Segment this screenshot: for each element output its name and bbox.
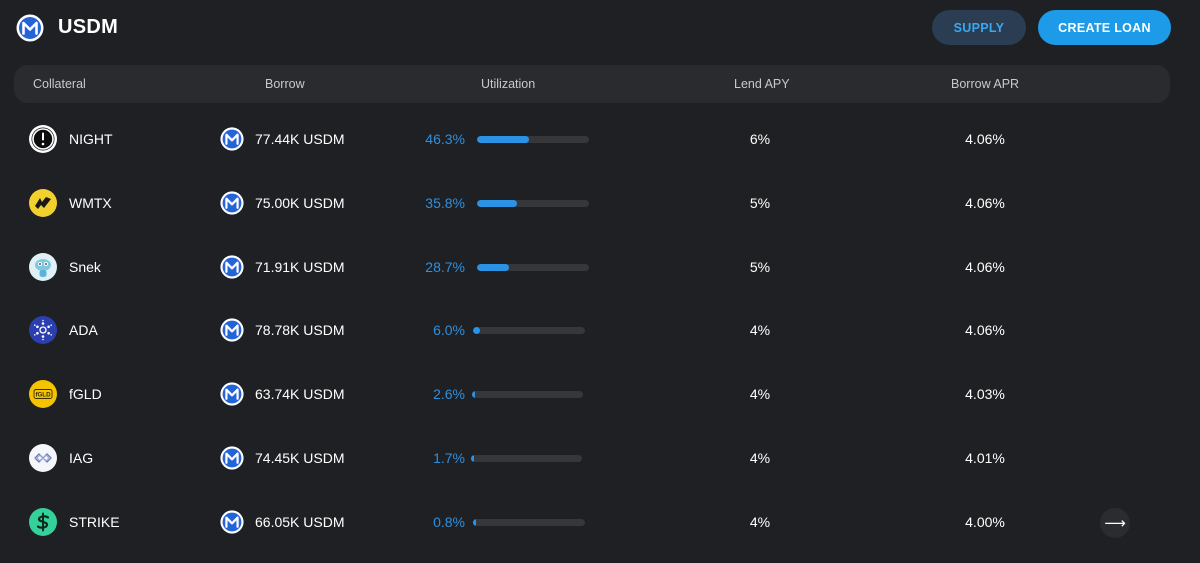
utilization-bar [473,327,585,334]
utilization-bar-fill [473,327,480,334]
utilization-percent: 6.0% [433,322,465,338]
utilization-bar [473,519,585,526]
utilization-percent: 28.7% [425,259,465,275]
table-row[interactable]: STRIKE 66.05K USDM 0.8% 4% 4.00% [0,490,1200,554]
wmtx-icon [29,189,57,217]
utilization-bar-fill [477,264,510,271]
column-header-collateral[interactable]: Collateral [33,77,86,91]
borrow-apr: 4.03% [965,386,1005,402]
collateral-name: fGLD [69,386,102,402]
usdm-icon [220,191,244,215]
table-row[interactable]: NIGHT 77.44K USDM 46.3% 6% 4.06% [0,107,1200,171]
app-header: USDM SUPPLY CREATE LOAN [0,0,1200,56]
borrow-amount: 66.05K USDM [255,514,345,530]
usdm-icon [220,255,244,279]
table-row[interactable]: ADA 78.78K USDM 6.0% 4% 4.06% [0,298,1200,362]
lend-apy: 4% [749,386,771,402]
svg-text:fGLD: fGLD [35,392,51,399]
usdm-icon [220,382,244,406]
borrow-apr: 4.06% [965,322,1005,338]
table-row[interactable]: WMTX 75.00K USDM 35.8% 5% 4.06% [0,171,1200,235]
borrow-apr: 4.01% [965,450,1005,466]
utilization-bar-fill [477,200,518,207]
strike-icon [29,508,57,536]
lend-apy: 4% [749,450,771,466]
utilization-bar-fill [471,455,474,462]
usdm-icon [220,318,244,342]
lend-apy: 5% [749,259,771,275]
borrow-amount: 77.44K USDM [255,131,345,147]
supply-button[interactable]: SUPPLY [932,10,1026,45]
usdm-icon [220,446,244,470]
utilization-bar-fill [477,136,529,143]
utilization-bar [472,391,583,398]
collateral-name: IAG [69,450,94,466]
utilization-percent: 46.3% [425,131,465,147]
borrow-amount: 78.78K USDM [255,322,345,338]
collateral-name: ADA [69,322,98,338]
usdm-icon [220,510,244,534]
table-row[interactable]: fGLD fGLD 63.74K USDM 2.6% 4% 4.03% [0,362,1200,426]
collateral-name: NIGHT [69,131,113,147]
utilization-percent: 35.8% [425,195,465,211]
ada-icon [29,316,57,344]
utilization-bar [477,264,589,271]
borrow-amount: 74.45K USDM [255,450,345,466]
snek-icon [29,253,57,281]
next-page-arrow-icon[interactable]: ⟶ [1100,508,1130,538]
borrow-amount: 63.74K USDM [255,386,345,402]
utilization-bar-fill [472,391,475,398]
borrow-apr: 4.06% [965,259,1005,275]
collateral-name: Snek [69,259,101,275]
borrow-amount: 75.00K USDM [255,195,345,211]
page-title: USDM [58,16,119,38]
table-row[interactable]: Snek 71.91K USDM 28.7% 5% 4.06% [0,235,1200,299]
column-header-lend-apy[interactable]: Lend APY [734,77,790,91]
borrow-amount: 71.91K USDM [255,259,345,275]
utilization-percent: 1.7% [433,450,465,466]
column-header-borrow-apr[interactable]: Borrow APR [951,77,1020,91]
usdm-logo-icon [16,14,44,42]
utilization-bar-fill [473,519,476,526]
fgld-icon: fGLD [29,380,57,408]
table-row[interactable]: IAG 74.45K USDM 1.7% 4% 4.01% [0,426,1200,490]
lend-apy: 5% [749,195,771,211]
utilization-percent: 0.8% [433,514,465,530]
borrow-apr: 4.00% [965,514,1005,530]
utilization-bar [471,455,582,462]
column-header-utilization[interactable]: Utilization [481,77,536,91]
table-header: Collateral Borrow Utilization Lend APY B… [14,65,1170,103]
utilization-bar [477,136,589,143]
utilization-percent: 2.6% [433,386,465,402]
iag-icon [29,444,57,472]
utilization-bar [477,200,589,207]
usdm-icon [220,127,244,151]
lend-apy: 4% [749,322,771,338]
column-header-borrow[interactable]: Borrow [265,77,305,91]
collateral-name: WMTX [69,195,112,211]
collateral-name: STRIKE [69,514,120,530]
lend-apy: 6% [749,131,771,147]
lend-apy: 4% [749,514,771,530]
create-loan-button[interactable]: CREATE LOAN [1038,10,1171,45]
borrow-apr: 4.06% [965,131,1005,147]
night-icon [29,125,57,153]
borrow-apr: 4.06% [965,195,1005,211]
